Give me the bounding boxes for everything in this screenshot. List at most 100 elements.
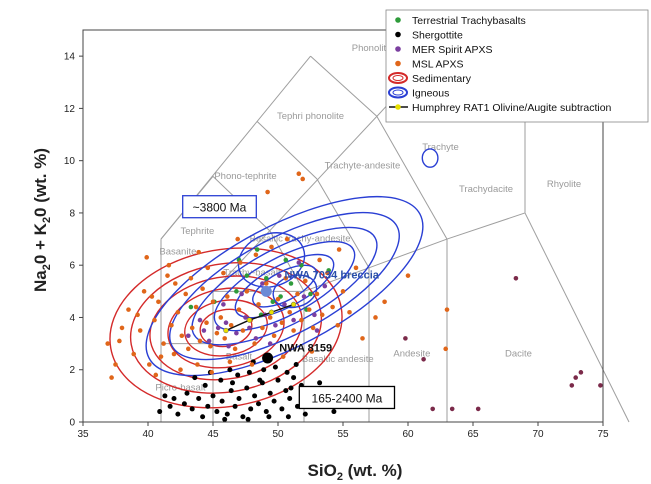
x-tick-label-50: 50 [272,429,284,440]
point-shergottite-22 [267,390,273,396]
point-msl-apxs-59 [149,294,155,299]
point-msl-apxs-82 [227,359,233,365]
x-tick-label-60: 60 [402,429,414,440]
point-mer-spirit-apxs-4 [226,343,231,349]
point-msl-apxs-37 [264,281,269,286]
annotation-nwa-8159: NWA 8159 [279,342,332,354]
point-msl-apxs-83 [249,362,255,367]
field-boundary-15 [316,178,370,269]
point-shergottite-49 [266,414,272,420]
subtraction-path [225,303,294,332]
legend-symbol-inner-igneous [392,89,404,96]
highlight-nwa-7034-breccia [260,285,272,297]
point-msl-apxs-31 [240,328,246,333]
point-msl-apxs-13 [175,309,181,315]
point-msl-apxs-54 [335,323,341,328]
point-msl-apxs-25 [218,315,224,320]
point-msl-apxs-74 [444,307,450,312]
y-axis-ticks: 0 2 4 6 8 10 12 14 [64,52,83,429]
point-shergottite-34 [235,372,241,378]
point-mer-spirit-apxs-22 [247,325,252,331]
point-msl-apxs-68 [284,236,290,242]
annotation-3800-ma: ~3800 Ma [193,201,247,215]
legend-label-sedimentary: Sedimentary [412,73,472,85]
point-shergottite-1 [167,403,173,409]
point-msl-apxs-22 [208,343,213,349]
point-shergottite-8 [210,393,216,399]
point-msl-apxs-34 [252,341,257,346]
point-msl-apxs-45 [295,291,300,297]
point-mer-spirit-apxs-20 [201,328,207,333]
point-msl-apxs-53 [330,304,335,310]
point-shergottite-57 [230,380,235,386]
point-msl-apxs-36 [260,325,265,331]
point-msl-apxs-72 [113,362,118,367]
point-msl-apxs-77 [373,315,378,320]
field-boundary-19 [310,55,378,117]
legend-label-msl-apxs: MSL APXS [412,58,464,70]
point-terrestrial-trachybasalts-12 [188,304,194,310]
point-mer-spirit-apxs-21 [223,320,229,325]
point-msl-apxs-60 [158,354,164,359]
point-shergottite-25 [279,406,285,412]
legend-symbol-msl-apxs [395,60,401,67]
igneous-contour-blob-1 [272,274,318,309]
point-msl-apxs-17 [189,325,195,331]
point-msl-apxs-20 [200,286,205,292]
field-boundary-16 [376,115,448,240]
legend-label-humphrey-rat1-olivine-augite-subtraction: Humphrey RAT1 Olivine/Augite subtraction [412,102,612,114]
y-tick-label-14: 14 [64,52,76,63]
field-label-basaltic-trachy-andesite: Basaltic trachy-andesite [250,234,351,245]
point-mer-spirit-apxs-13 [312,312,317,318]
point-msl-apxs-92 [235,236,240,242]
point-other-7 [569,383,575,388]
point-shergottite-37 [272,364,278,370]
point-shergottite-28 [291,375,297,381]
point-shergottite-46 [171,395,177,401]
point-other-9 [598,383,603,388]
point-shergottite-54 [192,375,198,381]
point-shergottite-35 [246,369,252,375]
point-shergottite-2 [175,411,181,417]
annotation-nwa-7034-breccia: NWA 7034 breccia [285,269,380,281]
point-msl-apxs-86 [195,362,200,367]
point-other-1 [403,336,408,341]
point-msl-apxs-63 [205,265,211,271]
point-shergottite-27 [287,395,293,401]
point-shergottite-58 [257,377,263,383]
point-msl-apxs-84 [280,354,286,359]
point-msl-apxs-58 [135,312,140,318]
field-label-phonolite: Phonolite [352,43,392,54]
field-boundary-10 [368,238,448,269]
point-msl-apxs-39 [271,333,277,339]
point-mer-spirit-apxs-18 [277,273,282,278]
point-msl-apxs-71 [105,341,110,346]
point-mer-spirit-apxs-11 [291,317,296,323]
point-msl-apxs-27 [225,294,230,299]
point-msl-apxs-26 [222,336,227,341]
point-msl-apxs-47 [303,278,308,284]
point-shergottite-13 [232,403,238,409]
point-msl-apxs-28 [228,323,234,328]
point-msl-apxs-46 [299,317,304,323]
field-label-picro-basalt: Picro-basalt [155,383,206,394]
x-axis-ticks: 35 40 45 50 55 60 65 70 75 [77,422,609,440]
subtraction-point-2 [268,309,275,315]
point-shergottite-43 [331,409,337,415]
point-msl-apxs-70 [119,325,125,331]
point-shergottite-59 [288,385,294,391]
field-boundary-18 [256,121,318,180]
y-axis-title: Na20 + K20 (wt. %) [31,148,53,292]
point-msl-apxs-80 [296,171,302,177]
point-terrestrial-trachybasalts-2 [264,275,269,281]
legend-symbol-shergottite [395,31,401,38]
point-msl-apxs-14 [179,333,185,339]
y-axis-title-main: Na [31,270,50,292]
point-msl-apxs-67 [269,244,274,250]
y-tick-label-0: 0 [69,418,75,429]
y-axis-title-subscript-2: 2 [41,217,53,223]
field-label-basanite: Basanite [159,247,196,258]
legend-label-mer-spirit-apxs: MER Spirit APXS [412,44,493,56]
tas-field-labels: Picro-basalt Basalt Basaltic andesite Andes… [155,43,581,394]
point-mer-spirit-apxs-5 [234,330,239,336]
